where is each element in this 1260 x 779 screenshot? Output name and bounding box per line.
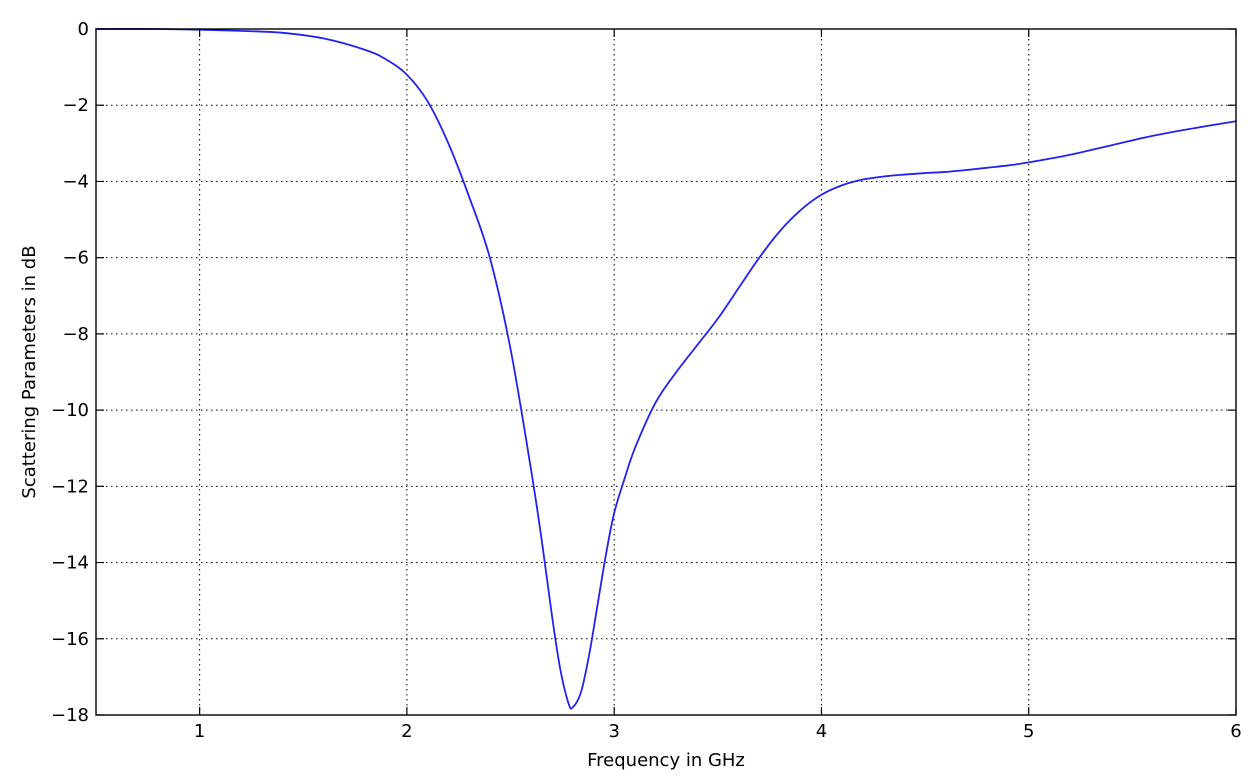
x-tick-label: 4	[816, 721, 827, 742]
x-tick-label: 3	[608, 721, 619, 742]
plot-background	[96, 29, 1236, 715]
y-tick-label: 0	[78, 19, 89, 40]
tick-labels: 1 2 3 4 5 6 0 −2 −4 −6 −8 −10 −12 −14 −16 −18	[51, 19, 1242, 742]
y-axis-label: Scattering Parameters in dB	[19, 245, 40, 498]
x-tick-label: 5	[1023, 721, 1034, 742]
y-tick-label: −8	[62, 324, 89, 345]
y-tick-label: −2	[62, 95, 89, 116]
y-tick-label: −12	[51, 476, 89, 497]
y-tick-label: −4	[62, 171, 89, 192]
x-tick-label: 6	[1230, 721, 1241, 742]
y-tick-label: −18	[51, 705, 89, 726]
y-tick-label: −10	[51, 400, 89, 421]
plot-frame	[95, 28, 1237, 716]
x-axis-label: Frequency in GHz	[587, 750, 745, 771]
series-line-0	[95, 28, 1237, 710]
tick-marks	[96, 28, 1237, 716]
y-tick-label: −6	[62, 248, 89, 269]
y-tick-label: −14	[51, 553, 89, 574]
series-layer	[95, 28, 1237, 710]
grid	[96, 29, 1236, 715]
y-tick-label: −16	[51, 629, 89, 650]
x-tick-label: 2	[401, 721, 412, 742]
x-tick-label: 1	[194, 721, 205, 742]
